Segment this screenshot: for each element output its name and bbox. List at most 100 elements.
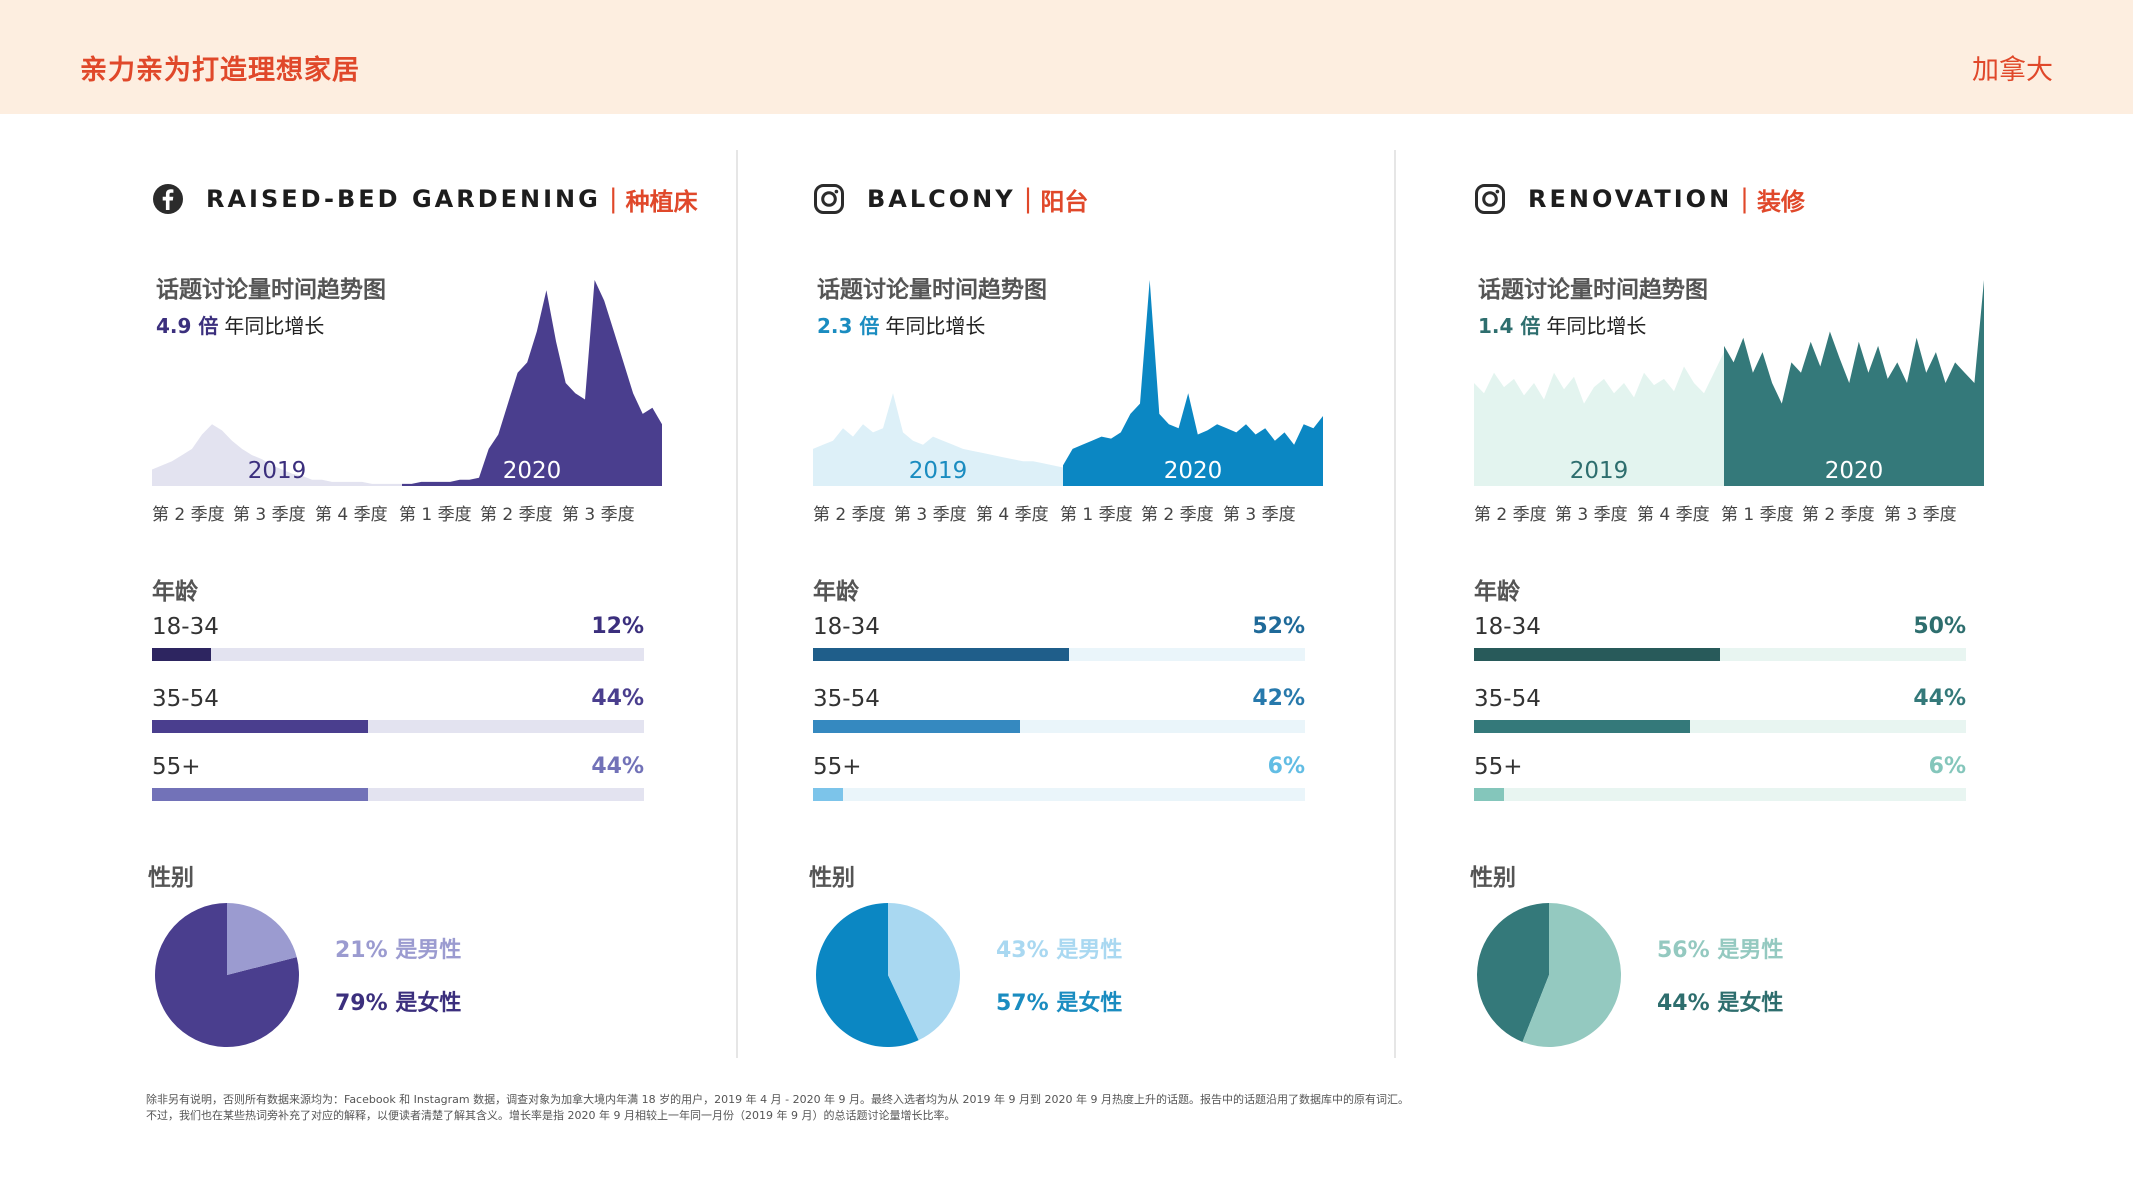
area-series-2020 (1724, 280, 1984, 486)
area-series-2019 (1474, 352, 1724, 486)
x-tick-label: 第 2 季度 (1141, 505, 1214, 525)
gender-pie-chart (155, 903, 300, 1047)
x-tick-label: 第 3 季度 (894, 505, 967, 525)
age-group-pct: 50% (1913, 614, 1966, 639)
x-tick-label: 第 2 季度 (1474, 505, 1547, 525)
panel-title: BALCONY | 阳台 (813, 182, 1088, 216)
age-bar-fill (1474, 788, 1504, 801)
year-label-2019: 2019 (248, 458, 307, 484)
page-header: 亲力亲为打造理想家居 加拿大 (0, 0, 2133, 114)
gender-pie-chart (816, 903, 961, 1047)
age-group-pct: 42% (1252, 686, 1305, 711)
age-bar-fill (813, 720, 1020, 733)
growth-value: 2.3 倍 (817, 314, 880, 338)
age-group-pct: 12% (591, 614, 644, 639)
pie-slice-female (1477, 903, 1549, 1042)
age-bar-track (813, 788, 1305, 801)
x-tick-label: 第 3 季度 (562, 505, 635, 525)
age-section-title: 年龄 (1474, 579, 1520, 605)
age-row: 35-54 44% (1474, 686, 1966, 736)
x-tick-label: 第 2 季度 (152, 505, 225, 525)
age-bar-fill (152, 788, 369, 801)
age-bar-fill (813, 648, 1069, 661)
growth-value: 4.9 倍 (156, 314, 219, 338)
growth-text: 2.3 倍年同比增长 (817, 310, 985, 339)
x-tick-label: 第 2 季度 (1802, 505, 1875, 525)
female-legend: 57% 是女性 (996, 991, 1123, 1016)
age-row: 55+ 6% (1474, 754, 1966, 804)
age-group-pct: 6% (1928, 754, 1966, 779)
x-axis: 第 2 季度第 3 季度第 4 季度第 1 季度第 2 季度第 3 季度 (152, 500, 662, 525)
age-row: 18-34 50% (1474, 614, 1966, 664)
gender-section-title: 性别 (809, 865, 855, 891)
year-label-2020: 2020 (1164, 458, 1223, 484)
topic-title-zh: 阳台 (1040, 187, 1089, 216)
column-divider (1394, 150, 1396, 1058)
male-legend: 43% 是男性 (996, 938, 1123, 963)
growth-text: 4.9 倍年同比增长 (156, 310, 324, 339)
topic-panel: RENOVATION | 装修 2019 2020 话题讨论量时间趋势图 1.4 倍年同比增… (1470, 0, 2074, 1080)
age-group-label: 35-54 (1474, 686, 1541, 712)
area-series-2019 (813, 393, 1063, 486)
age-bar-fill (152, 720, 369, 733)
column-divider (736, 150, 738, 1058)
x-tick-label: 第 2 季度 (480, 505, 553, 525)
trend-area-chart: 2019 2020 (1474, 280, 1984, 486)
topic-title-en: RAISED-BED GARDENING (206, 185, 601, 213)
age-row: 18-34 52% (813, 614, 1305, 664)
growth-suffix: 年同比增长 (1546, 314, 1647, 338)
age-bar-fill (152, 648, 212, 661)
trend-chart-title: 话题讨论量时间趋势图 (817, 277, 1047, 303)
age-group-pct: 44% (591, 754, 644, 779)
trend-area-chart: 2019 2020 (813, 280, 1323, 486)
age-group-pct: 6% (1267, 754, 1305, 779)
age-row: 55+ 44% (152, 754, 644, 804)
panel-title: RAISED-BED GARDENING | 种植床 (152, 182, 698, 216)
x-axis: 第 2 季度第 3 季度第 4 季度第 1 季度第 2 季度第 3 季度 (1474, 500, 1984, 525)
x-tick-label: 第 1 季度 (1721, 505, 1794, 525)
x-tick-label: 第 3 季度 (1223, 505, 1296, 525)
age-bar-fill (1474, 720, 1691, 733)
pie-slice-female (816, 903, 919, 1047)
age-row: 18-34 12% (152, 614, 644, 664)
age-bar-fill (813, 788, 843, 801)
country-label: 加拿大 (1972, 55, 2053, 86)
age-bar-track (152, 648, 644, 661)
year-label-2020: 2020 (1825, 458, 1884, 484)
title-separator: | (608, 184, 618, 214)
age-group-label: 55+ (152, 754, 201, 780)
footnote-line: 除非另有说明，否则所有数据来源均为：Facebook 和 Instagram 数… (146, 1093, 1410, 1106)
age-bar-track (152, 720, 644, 733)
age-group-label: 35-54 (152, 686, 219, 712)
age-group-label: 18-34 (813, 614, 880, 640)
area-series-2019 (152, 424, 402, 486)
age-group-label: 55+ (1474, 754, 1523, 780)
age-bar-track (152, 788, 644, 801)
pie-slice-male (1522, 903, 1622, 1047)
footnote-line: 不过，我们也在某些热词旁补充了对应的解释，以便读者清楚了解其含义。增长率是指 2… (146, 1109, 956, 1122)
pie-slice-male (227, 903, 297, 975)
facebook-icon (152, 183, 184, 215)
age-row: 35-54 44% (152, 686, 644, 736)
topic-panel: BALCONY | 阳台 2019 2020 话题讨论量时间趋势图 2.3 倍年同比增长第 … (809, 0, 1413, 1080)
topic-title-en: RENOVATION (1528, 185, 1733, 213)
age-bar-fill (1474, 648, 1720, 661)
female-legend: 79% 是女性 (335, 991, 462, 1016)
x-tick-label: 第 2 季度 (813, 505, 886, 525)
instagram-icon (1474, 183, 1506, 215)
age-section-title: 年龄 (813, 579, 859, 605)
x-tick-label: 第 4 季度 (1637, 505, 1710, 525)
area-series-2020 (1063, 280, 1323, 486)
x-tick-label: 第 1 季度 (399, 505, 472, 525)
footnote: 除非另有说明，否则所有数据来源均为：Facebook 和 Instagram 数… (146, 1092, 2046, 1124)
age-section-title: 年龄 (152, 579, 198, 605)
female-legend: 44% 是女性 (1657, 991, 1784, 1016)
instagram-icon (813, 183, 845, 215)
age-bar-track (1474, 720, 1966, 733)
growth-suffix: 年同比增长 (224, 314, 325, 338)
age-bar-track (1474, 648, 1966, 661)
area-series-2020 (402, 280, 662, 486)
age-group-label: 35-54 (813, 686, 880, 712)
growth-suffix: 年同比增长 (885, 314, 986, 338)
x-tick-label: 第 1 季度 (1060, 505, 1133, 525)
